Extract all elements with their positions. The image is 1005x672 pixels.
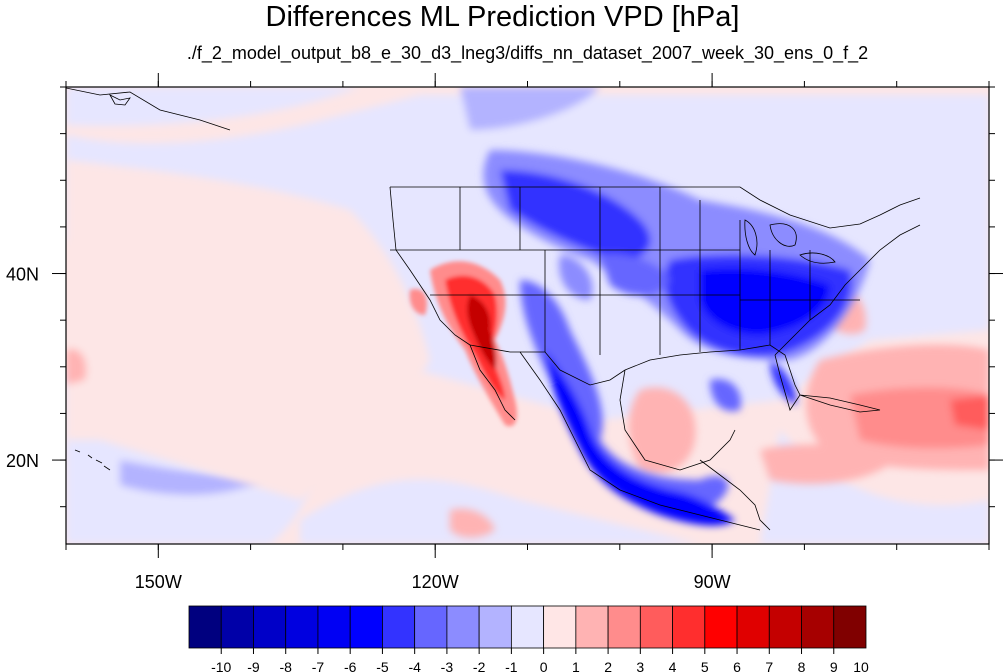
colorbar-label: 0 xyxy=(540,659,548,672)
colorbar-swatch xyxy=(672,605,706,649)
colorbar-label: 1 xyxy=(572,659,580,672)
colorbar: -10 -9 -8 -7 -6 -5 -4 -3 -2 -1 0 1 2 3 4 5 6 7 8 9 10 xyxy=(188,605,869,672)
colorbar-swatch xyxy=(478,605,512,649)
colorbar-label: 4 xyxy=(669,659,677,672)
colorbar-label: 5 xyxy=(701,659,709,672)
colorbar-swatch xyxy=(607,605,641,649)
axis-labels: 150W 120W 90W 40N 20N xyxy=(6,265,731,592)
colorbar-swatch xyxy=(285,605,319,649)
colorbar-label: -7 xyxy=(312,659,325,672)
colorbar-label: -4 xyxy=(408,659,421,672)
colorbar-swatch xyxy=(382,605,416,649)
colorbar-label: -10 xyxy=(211,659,231,672)
colorbar-swatch xyxy=(704,605,738,649)
colorbar-swatch xyxy=(801,605,835,649)
colorbar-label: 6 xyxy=(733,659,741,672)
colorbar-label: -9 xyxy=(247,659,260,672)
colorbar-label: 2 xyxy=(604,659,612,672)
vpd-difference-field xyxy=(66,87,989,544)
political-boundaries xyxy=(66,87,921,531)
page-title: Differences ML Prediction VPD [hPa] xyxy=(265,1,740,33)
colorbar-swatch xyxy=(317,605,351,649)
colorbar-label: 10 xyxy=(853,659,869,672)
colorbar-swatch xyxy=(639,605,673,649)
colorbar-swatch xyxy=(220,605,254,649)
colorbar-label: -1 xyxy=(505,659,518,672)
colorbar-label: -8 xyxy=(279,659,292,672)
colorbar-label: 7 xyxy=(765,659,773,672)
lon-tick-label: 120W xyxy=(412,572,459,592)
colorbar-swatch xyxy=(253,605,287,649)
colorbar-swatch xyxy=(510,605,545,649)
colorbar-swatch xyxy=(414,605,448,649)
lon-tick-label: 150W xyxy=(135,572,182,592)
colorbar-swatch xyxy=(188,605,222,649)
lon-tick-label: 90W xyxy=(694,572,731,592)
colorbar-label: -6 xyxy=(344,659,357,672)
colorbar-swatch xyxy=(833,605,867,649)
colorbar-swatch xyxy=(446,605,480,649)
colorbar-swatch xyxy=(349,605,383,649)
lat-tick-label: 40N xyxy=(6,265,39,285)
colorbar-swatch xyxy=(768,605,802,649)
colorbar-label: 9 xyxy=(830,659,838,672)
axis-ticks xyxy=(52,73,1003,558)
colorbar-label: -2 xyxy=(473,659,486,672)
colorbar-label: 3 xyxy=(636,659,644,672)
colorbar-swatch xyxy=(543,605,577,649)
colorbar-swatch xyxy=(575,605,609,649)
colorbar-label: -5 xyxy=(376,659,389,672)
colorbar-swatch xyxy=(736,605,770,649)
page-subtitle: ./f_2_model_output_b8_e_30_d3_lneg3/diff… xyxy=(186,43,869,63)
colorbar-label: 8 xyxy=(798,659,806,672)
colorbar-label: -3 xyxy=(441,659,454,672)
lat-tick-label: 20N xyxy=(6,451,39,471)
